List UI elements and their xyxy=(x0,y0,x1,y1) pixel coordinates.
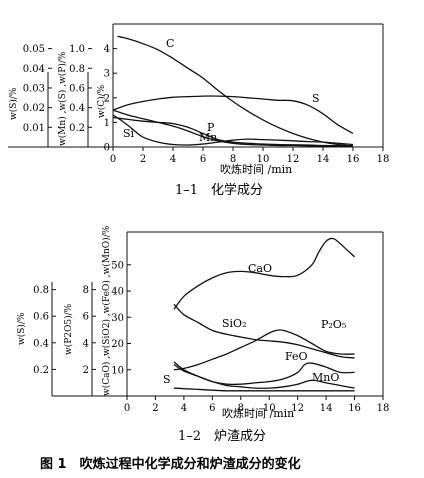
chart-1-x-tick-label: 10 xyxy=(257,154,270,165)
chart-1-y-axis-label-c: w(C)/% xyxy=(96,84,107,118)
chart-1-x-tick-label: 14 xyxy=(317,154,330,165)
chart-2-series-p2o5-line xyxy=(173,329,355,371)
chart-2: 0 2 4 6 8 10 12 14 16 18 10 20 30 40 50 2 4 6 8 0.2 0.4 0.6 0… xyxy=(16,225,389,444)
chart-2-y-tick-label: 2 xyxy=(83,365,89,376)
chart-1-y-axis-label-s: w(S)/% xyxy=(8,87,19,120)
chart-2-x-tick-label: 18 xyxy=(377,403,390,414)
chart-2-series-cao-line xyxy=(173,237,356,310)
chart-1-annot-mn: Mn xyxy=(199,131,217,144)
chart-2-y-tick-label: 30 xyxy=(111,313,124,324)
chart-1-x-tick-label: 8 xyxy=(230,154,236,165)
chart-1-series-c-line xyxy=(117,35,354,147)
chart-1-series-s-line xyxy=(112,95,354,135)
chart-1-x-tick-label: 16 xyxy=(347,154,360,165)
chart-2-title: 1–2 炉渣成分 xyxy=(178,429,266,444)
chart-2-x-tick-label: 14 xyxy=(320,403,333,414)
chart-2-series-s-line xyxy=(173,387,355,392)
chart-2-y-tick-label: 20 xyxy=(111,339,124,350)
chart-2-y-tick-label: 8 xyxy=(83,285,89,296)
chart-1-series-si-line xyxy=(112,114,354,146)
chart-2-x-tick-label: 10 xyxy=(263,403,276,414)
chart-1-y-axis-label-mn: w(Mn) ,w(S) ,w(P)/% xyxy=(57,51,68,146)
chart-2-y-tick-label: 50 xyxy=(111,260,124,271)
chart-1-annot-s: S xyxy=(312,92,320,105)
chart-1-y-tick-label: 0.04 xyxy=(23,64,45,75)
chart-2-y-tick-label: 0.4 xyxy=(33,338,49,349)
chart-2-x-axis-label: 吹炼时间 /min xyxy=(222,406,294,420)
chart-1-x-tick-label: 0 xyxy=(110,154,116,165)
chart-1-y-tick-label: 1.0 xyxy=(69,44,85,55)
chart-1-annot-si: Si xyxy=(123,127,135,140)
chart-1-y-tick-label: 0.4 xyxy=(69,103,85,114)
chart-2-annot-sio2: SiO₂ xyxy=(222,317,246,330)
chart-2-x-tick-label: 0 xyxy=(124,403,130,414)
chart-2-x-tick-label: 6 xyxy=(209,403,215,414)
chart-1-x-tick-label: 6 xyxy=(200,154,206,165)
chart-1-y-tick-label: 0.8 xyxy=(69,64,85,75)
chart-2-annot-p2o5: P₂O₅ xyxy=(321,318,346,331)
chart-1: 0 2 4 6 8 10 12 14 16 18 012340.20.40.60.81.00.01… xyxy=(8,23,390,198)
chart-2-annot-s: S xyxy=(163,373,171,386)
figure-caption: 图 1 吹炼过程中化学成分和炉渣成分的变化 xyxy=(40,456,301,472)
chart-2-x-tick-label: 4 xyxy=(181,403,187,414)
chart-2-y-tick-label: 0.2 xyxy=(33,365,49,376)
chart-1-y-tick-label: 0 xyxy=(104,143,110,154)
chart-1-x-tick-label: 2 xyxy=(140,154,146,165)
chart-1-y-tick-label: 2 xyxy=(104,93,110,104)
chart-2-x-tick-label: 2 xyxy=(152,403,158,414)
chart-1-y-tick-label: 0.05 xyxy=(23,44,45,55)
chart-1-y-tick-label: 4 xyxy=(104,44,110,55)
chart-2-x-tick-label: 16 xyxy=(348,403,361,414)
chart-1-y-tick-label: 0.03 xyxy=(23,83,45,94)
chart-1-y-tick-label: 0.01 xyxy=(23,123,45,134)
chart-2-y-tick-label: 0.8 xyxy=(33,285,49,296)
chart-2-x-tick-label: 12 xyxy=(291,403,304,414)
chart-2-annot-feo: FeO xyxy=(285,350,308,363)
chart-2-annot-cao: CaO xyxy=(248,262,272,275)
chart-1-annot-p: P xyxy=(207,121,215,134)
chart-2-y-tick-label: 4 xyxy=(83,338,89,349)
chart-1-y-tick-label: 1 xyxy=(104,118,110,129)
chart-1-x-tick-label: 12 xyxy=(287,154,300,165)
chart-2-y-tick-label: 40 xyxy=(111,287,124,298)
chart-2-y-tick-label: 10 xyxy=(111,365,124,376)
chart-2-y-axis-label-s: w(S)/% xyxy=(16,312,27,345)
chart-2-x-tick-label: 8 xyxy=(238,403,244,414)
chart-2-y-axis-label-main: w(CaO) ,w(SiO2) ,w(FeO) ,w(MnO)/% xyxy=(101,225,112,396)
chart-1-title: 1–1 化学成分 xyxy=(175,182,263,198)
chart-1-x-tick-label: 4 xyxy=(170,154,176,165)
chart-1-y-tick-label: 0.2 xyxy=(69,123,85,134)
chart-1-y-tick-label: 0.02 xyxy=(23,103,45,114)
chart-1-y-tick-label: 0.6 xyxy=(69,83,85,94)
chart-1-series-p-line xyxy=(112,116,353,147)
chart-2-series-sio2-line xyxy=(173,303,355,359)
chart-2-annot-mno: MnO xyxy=(312,371,339,384)
chart-2-y-tick-label: 6 xyxy=(83,312,89,323)
chart-2-series-mno-line xyxy=(173,363,355,389)
chart-1-y-tick-label: 3 xyxy=(104,69,110,80)
chart-1-annot-c: C xyxy=(166,37,174,50)
chart-1-x-axis-label: 吹炼时间 /min xyxy=(220,162,292,176)
chart-2-y-axis-label-p2o5: w(P2O5)/% xyxy=(63,303,74,355)
chart-1-x-tick-label: 18 xyxy=(377,154,390,165)
chart-2-y-tick-label: 0.6 xyxy=(33,312,49,323)
